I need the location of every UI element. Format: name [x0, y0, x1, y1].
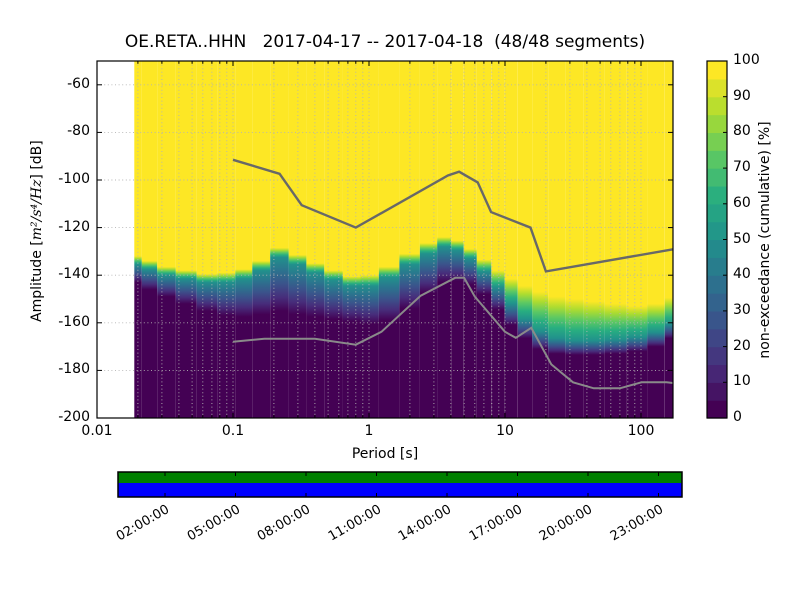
- y-axis-label-suffix: ] [dB]: [29, 140, 46, 180]
- colorbar-tick-label: 40: [733, 266, 751, 283]
- colorbar-tick-label: 30: [733, 301, 751, 318]
- nhnm-noise-model-line: [232, 158, 674, 273]
- timebar-data-coverage-green: [118, 472, 682, 483]
- x-tick-label: 0.1: [221, 423, 245, 439]
- colorbar-tick-label: 90: [733, 87, 751, 104]
- colorbar-tick-label: 70: [733, 159, 751, 176]
- y-tick-label: -140: [58, 266, 90, 283]
- y-axis-label-prefix: Amplitude [: [29, 240, 46, 322]
- colorbar-tick-label: 10: [733, 373, 751, 390]
- colorbar-tick-label: 20: [733, 337, 751, 354]
- y-axis-label-math: m²/s⁴/Hz: [29, 179, 46, 241]
- colorbar-tick-label: 60: [733, 194, 751, 211]
- y-tick-label: -60: [67, 75, 90, 92]
- colorbar-tick-label: 100: [733, 52, 760, 68]
- x-tick-label: 1: [364, 423, 374, 439]
- axis-ticks: [96, 61, 673, 419]
- x-tick-label: 0.01: [81, 423, 113, 439]
- plot-title: OE.RETA..HHN 2017-04-17 -- 2017-04-18 (4…: [124, 32, 646, 52]
- x-tick-label: 100: [627, 423, 655, 439]
- y-tick-label: -160: [58, 313, 90, 330]
- x-axis-label: Period [s]: [351, 446, 419, 462]
- time-availability-bar: [117, 471, 683, 498]
- y-axis-label: Amplitude [m²/s⁴/Hz] [dB]: [15, 90, 45, 390]
- axes-frame: [96, 60, 674, 419]
- y-tick-label: -120: [58, 218, 90, 235]
- x-tick-label: 10: [496, 423, 514, 439]
- timebar-psd-coverage-blue: [118, 483, 682, 497]
- colorbar-tick-label: 0: [733, 409, 742, 425]
- heatmap-columns: [134, 61, 674, 418]
- y-tick-label: -180: [58, 361, 90, 378]
- colorbar: [706, 60, 728, 419]
- nlnm-noise-model-line: [232, 276, 674, 390]
- y-tick-label: -80: [67, 123, 90, 140]
- y-tick-label: -200: [58, 409, 90, 425]
- colorbar-tick-label: 50: [733, 230, 751, 247]
- colorbar-tick-label: 80: [733, 123, 751, 140]
- y-tick-label: -100: [58, 171, 90, 187]
